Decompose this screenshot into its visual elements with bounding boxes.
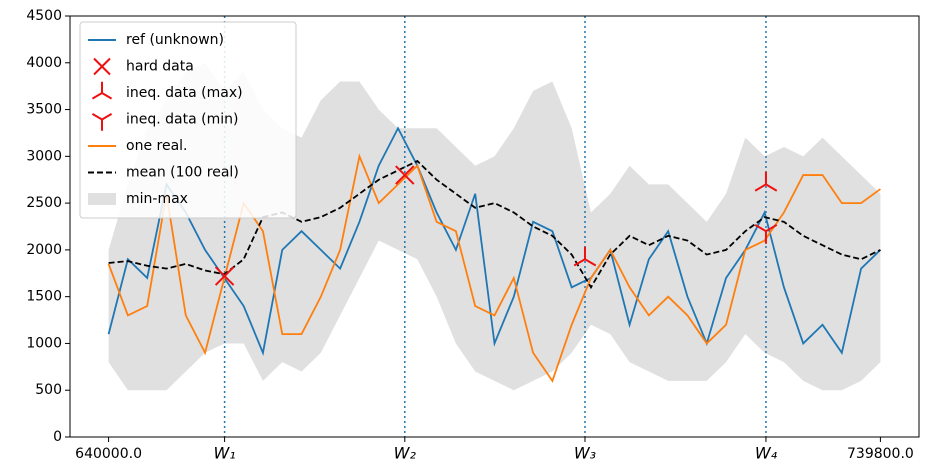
plot-frame — [69, 15, 920, 438]
legend-marker — [91, 113, 113, 131]
y-tick-label: 1000 — [26, 335, 62, 351]
y-tick-label: 0 — [53, 429, 62, 445]
marker — [395, 165, 415, 185]
x-tick-label: 640000.0 — [75, 446, 142, 462]
marker — [754, 224, 778, 244]
series-line — [108, 159, 881, 290]
y-tick-label: 1500 — [26, 289, 62, 305]
legend: ref (unknown) hard data ineq. data (max) in… — [79, 21, 297, 219]
legend-marker — [91, 81, 113, 100]
x-tick-label: W₁ — [213, 444, 235, 463]
legend-label: min-max — [126, 191, 188, 207]
y-tick-label: 4500 — [26, 8, 62, 24]
y-tick-label: 500 — [35, 382, 62, 398]
legend-label: one real. — [126, 138, 187, 154]
y-tick-label: 3000 — [26, 148, 62, 164]
legend-label: mean (100 real) — [126, 165, 239, 181]
marker — [573, 246, 597, 267]
x-tick-label: W₃ — [574, 444, 596, 463]
y-tick-label: 2500 — [26, 195, 62, 211]
legend-label: ineq. data (min) — [126, 112, 238, 128]
x-tick-label: W₄ — [755, 444, 778, 463]
marker — [754, 171, 778, 192]
min-max-band — [108, 62, 881, 391]
legend-box — [79, 21, 297, 219]
y-tick-label: 4000 — [26, 55, 62, 71]
y-tick-label: 3500 — [26, 102, 62, 118]
x-tick-label: 739800.0 — [847, 446, 914, 462]
series-line — [107, 153, 881, 383]
marker — [214, 266, 235, 286]
legend-label: ineq. data (max) — [126, 85, 243, 101]
legend-patch — [88, 193, 116, 205]
legend-label: ref (unknown) — [126, 32, 224, 48]
legend-marker — [93, 57, 111, 76]
y-tick-label: 2000 — [26, 242, 62, 258]
series-line — [107, 126, 882, 356]
legend-label: hard data — [126, 59, 194, 75]
x-tick-label: W₂ — [394, 444, 417, 463]
